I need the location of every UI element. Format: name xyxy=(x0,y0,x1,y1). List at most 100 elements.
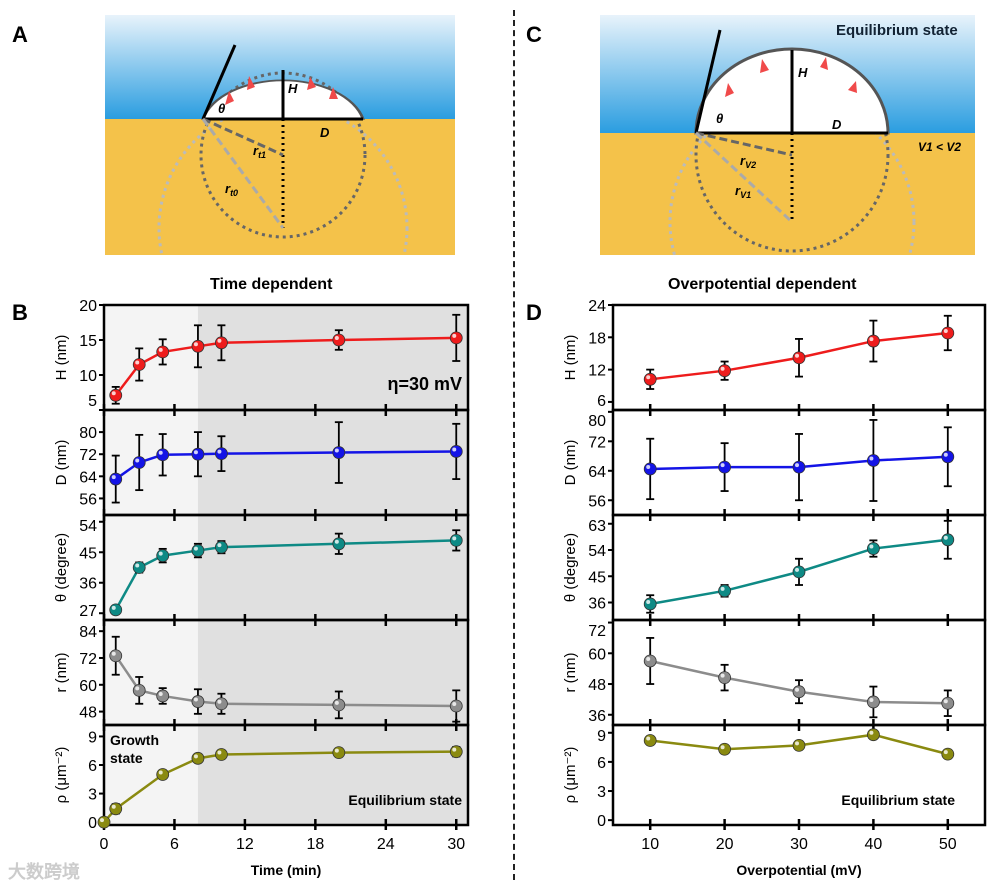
point-highlight xyxy=(334,448,339,453)
subplot-frame-rho xyxy=(102,723,470,827)
equilibrium-region xyxy=(197,305,468,825)
label-rt0: r xyxy=(225,181,231,196)
data-point-H xyxy=(449,331,463,345)
data-point-H xyxy=(191,339,205,353)
label-rt0-sub: t0 xyxy=(230,188,238,198)
point-highlight xyxy=(111,605,116,610)
point-highlight xyxy=(111,391,116,396)
y-tick-label: 6 xyxy=(597,393,606,410)
data-point-rho xyxy=(156,768,170,781)
y-axis-label-D: D (nm) xyxy=(53,440,70,486)
data-point-r xyxy=(132,683,146,697)
point-highlight xyxy=(193,342,198,347)
point-highlight xyxy=(646,375,651,380)
point-highlight xyxy=(135,360,140,365)
point-highlight xyxy=(943,750,948,755)
data-point-theta xyxy=(718,584,732,598)
point-highlight xyxy=(158,551,163,556)
y-axis-label-theta: θ (degree) xyxy=(53,533,70,602)
data-point-H xyxy=(215,336,228,350)
y-axis-label-H: H (nm) xyxy=(53,335,70,381)
data-point-H xyxy=(132,358,146,371)
y-tick-label: 12 xyxy=(588,363,606,380)
label-theta: θ xyxy=(716,111,723,126)
point-highlight xyxy=(334,748,339,753)
data-point-H xyxy=(643,372,657,386)
data-point-D xyxy=(718,460,732,474)
data-point-D xyxy=(941,450,955,464)
point-highlight xyxy=(100,818,104,823)
point-highlight xyxy=(869,544,874,549)
data-point-D xyxy=(215,447,228,461)
label-h: H xyxy=(798,65,808,80)
data-point-theta xyxy=(792,565,806,579)
data-point-D xyxy=(156,448,170,462)
x-axis-label: Overpotential (mV) xyxy=(736,862,861,878)
title-overpotential-dependent: Overpotential dependent xyxy=(668,276,857,293)
y-axis-label-D: D (nm) xyxy=(562,440,579,486)
data-point-r xyxy=(109,649,123,663)
x-tick-label: 50 xyxy=(939,836,957,853)
label-rv1-sub: V1 xyxy=(740,190,751,200)
point-highlight xyxy=(795,741,799,746)
point-highlight xyxy=(217,543,222,548)
y-tick-label: 0 xyxy=(597,813,606,830)
data-point-theta xyxy=(449,534,463,547)
data-point-rho xyxy=(97,815,111,829)
point-highlight xyxy=(869,730,874,735)
point-highlight xyxy=(193,697,198,702)
data-point-D xyxy=(866,454,880,467)
data-point-theta xyxy=(109,603,123,617)
data-point-rho xyxy=(792,738,806,752)
data-point-D xyxy=(449,445,463,458)
y-tick-label: 63 xyxy=(588,518,606,535)
data-point-rho xyxy=(191,751,205,765)
data-point-D xyxy=(332,446,346,459)
point-highlight xyxy=(795,463,799,468)
point-highlight xyxy=(217,699,222,704)
point-highlight xyxy=(111,804,116,809)
annotation-equilibrium: Equilibrium state xyxy=(348,792,462,808)
data-point-H xyxy=(718,364,732,378)
title-time-dependent: Time dependent xyxy=(210,276,333,293)
y-tick-label: 48 xyxy=(79,705,97,722)
x-tick-label: 10 xyxy=(641,836,659,853)
data-point-theta xyxy=(156,549,170,563)
data-point-r xyxy=(643,654,657,668)
label-rt1-group: rt1 xyxy=(253,143,266,160)
data-point-r xyxy=(941,696,955,710)
data-point-theta xyxy=(191,544,205,557)
data-point-H xyxy=(866,334,880,348)
y-tick-label: 18 xyxy=(588,330,606,347)
data-point-H xyxy=(332,333,346,347)
point-highlight xyxy=(158,691,163,696)
y-tick-label: 9 xyxy=(597,728,606,745)
point-highlight xyxy=(334,336,339,340)
data-point-H xyxy=(109,388,123,402)
point-highlight xyxy=(158,770,163,775)
point-highlight xyxy=(452,536,457,541)
point-highlight xyxy=(720,745,725,750)
label-rv2: r xyxy=(740,153,746,168)
point-highlight xyxy=(646,464,651,469)
data-point-r xyxy=(332,698,346,712)
y-tick-label: 64 xyxy=(79,469,97,486)
label-d: D xyxy=(320,125,330,140)
point-highlight xyxy=(720,586,725,591)
x-tick-label: 40 xyxy=(865,836,883,853)
data-point-theta xyxy=(215,540,228,554)
y-axis-label-H: H (nm) xyxy=(562,335,579,381)
data-point-D xyxy=(191,447,205,461)
data-point-rho xyxy=(215,748,228,761)
data-point-rho xyxy=(718,742,732,756)
point-highlight xyxy=(943,535,948,540)
y-tick-label: 84 xyxy=(79,624,97,641)
x-tick-label: 18 xyxy=(306,836,324,853)
label-rt1: r xyxy=(253,143,259,158)
point-highlight xyxy=(193,754,198,759)
x-tick-label: 30 xyxy=(790,836,808,853)
point-highlight xyxy=(334,539,339,544)
panel-label-a: A xyxy=(12,22,28,47)
annotation-eta: η=30 mV xyxy=(387,374,462,394)
